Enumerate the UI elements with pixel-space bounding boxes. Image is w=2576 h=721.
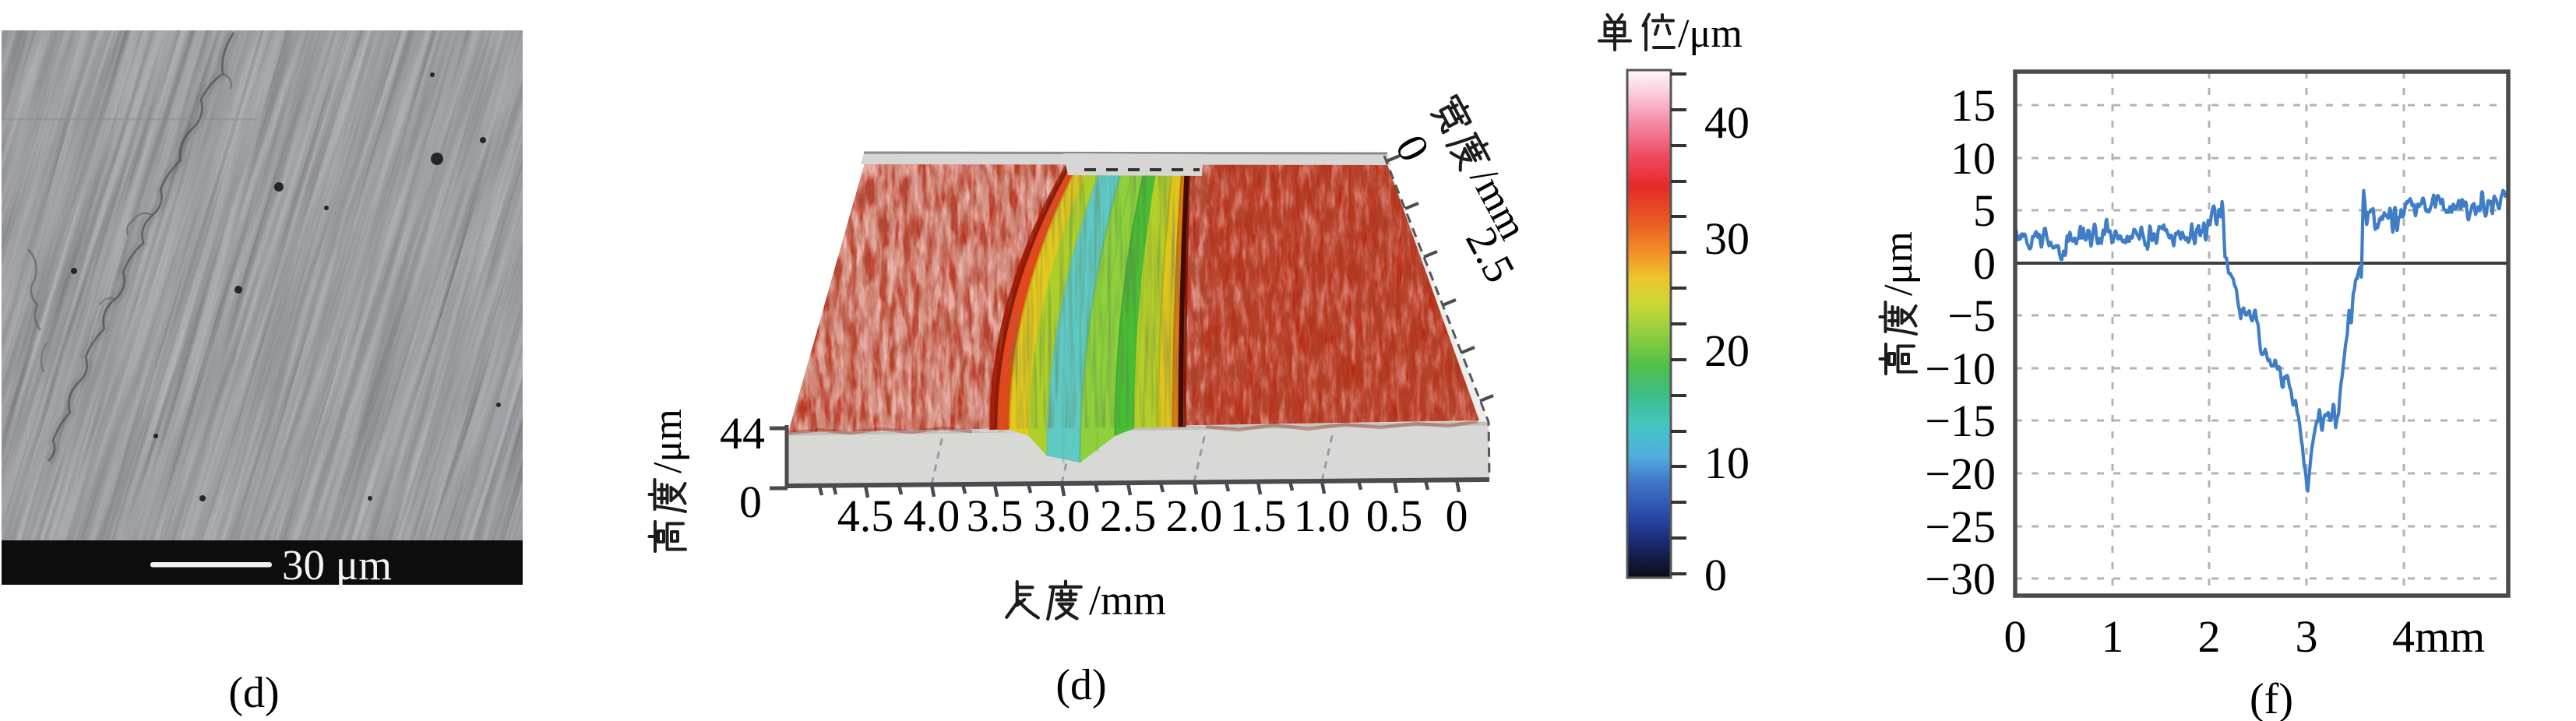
svg-text:44: 44 <box>720 408 765 459</box>
svg-text:0: 0 <box>2004 611 2027 662</box>
svg-text:0: 0 <box>1704 550 1727 600</box>
svg-text:0: 0 <box>739 477 762 527</box>
svg-text:−20: −20 <box>1925 448 1996 499</box>
svg-text:−25: −25 <box>1925 501 1996 552</box>
svg-text:−5: −5 <box>1947 290 1996 341</box>
svg-text:(f): (f) <box>2250 675 2293 721</box>
svg-text:3.0: 3.0 <box>1034 491 1091 541</box>
svg-text:10: 10 <box>1951 133 1996 184</box>
svg-text:4.0: 4.0 <box>904 491 960 541</box>
svg-text:30 μm: 30 μm <box>282 541 392 589</box>
svg-text:3.5: 3.5 <box>967 491 1024 541</box>
svg-text:−10: −10 <box>1925 343 1996 394</box>
svg-text:2.5: 2.5 <box>1100 491 1157 541</box>
svg-text:4mm: 4mm <box>2392 611 2485 662</box>
svg-text:3: 3 <box>2296 611 2318 662</box>
svg-text:1.5: 1.5 <box>1230 491 1287 541</box>
svg-text:4.5: 4.5 <box>837 491 894 541</box>
svg-text:2.0: 2.0 <box>1166 491 1223 541</box>
svg-text:/μm: /μm <box>646 409 690 473</box>
svg-text:(d): (d) <box>228 669 279 717</box>
svg-text:(d): (d) <box>1055 661 1106 709</box>
svg-text:1: 1 <box>2102 611 2124 662</box>
svg-text:0: 0 <box>1973 238 1996 289</box>
svg-text:5: 5 <box>1973 185 1996 236</box>
svg-text:1.0: 1.0 <box>1294 491 1351 541</box>
svg-text:0.5: 0.5 <box>1366 491 1423 541</box>
svg-text:30: 30 <box>1704 213 1750 264</box>
svg-text:20: 20 <box>1704 325 1750 376</box>
svg-text:−15: −15 <box>1925 396 1996 446</box>
svg-text:/μm: /μm <box>1678 12 1743 56</box>
svg-text:0: 0 <box>1446 491 1468 541</box>
svg-text:−30: −30 <box>1925 554 1996 604</box>
svg-text:/μm: /μm <box>1876 231 1921 296</box>
svg-text:40: 40 <box>1704 97 1750 148</box>
svg-text:10: 10 <box>1704 438 1750 488</box>
svg-text:2: 2 <box>2198 611 2221 662</box>
svg-text:15: 15 <box>1951 80 1996 131</box>
svg-text:/mm: /mm <box>1089 577 1166 624</box>
